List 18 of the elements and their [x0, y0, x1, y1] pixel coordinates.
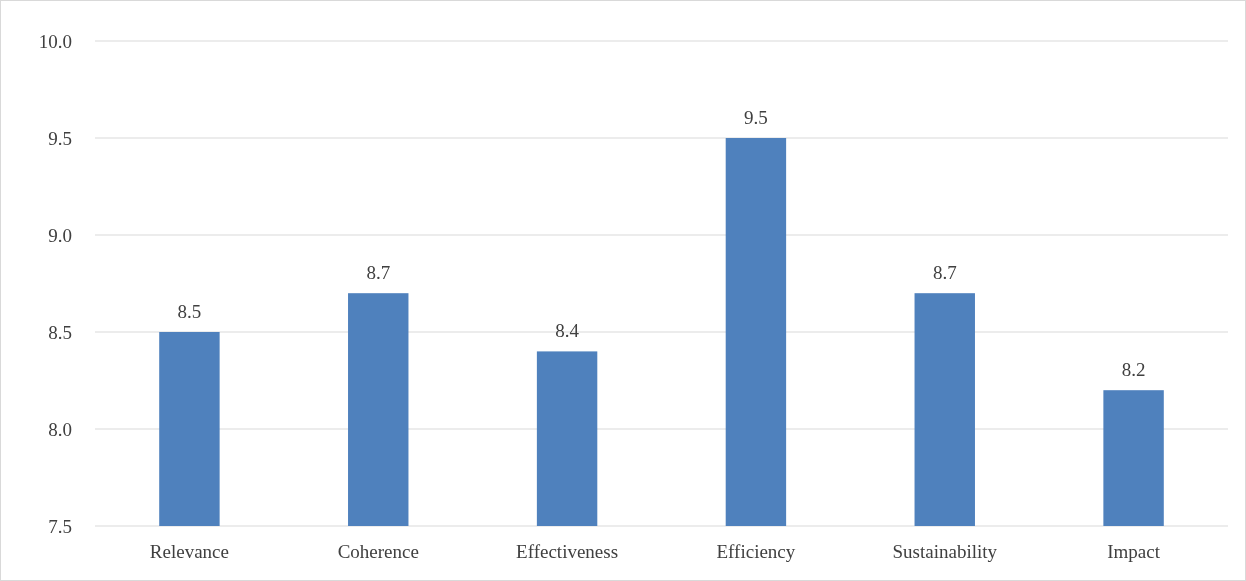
x-tick-label: Sustainability: [892, 541, 998, 562]
y-tick-label: 9.0: [48, 224, 72, 246]
y-tick-label: 8.0: [48, 418, 72, 440]
y-tick-label: 8.5: [48, 321, 72, 343]
data-label: 8.7: [366, 262, 391, 284]
data-label: 9.5: [744, 107, 768, 128]
y-tick-label: 7.5: [48, 515, 72, 537]
x-tick-label: Relevance: [149, 541, 229, 562]
y-tick-label: 9.5: [48, 127, 72, 149]
data-label: 8.4: [555, 320, 580, 342]
data-label: 8.2: [1121, 359, 1146, 381]
x-tick-label: Impact: [1107, 541, 1161, 562]
data-label: 8.5: [177, 301, 202, 322]
y-tick-label: 10.0: [38, 30, 72, 52]
x-tick-label: Effectiveness: [516, 541, 619, 562]
x-tick-label: Coherence: [337, 541, 419, 562]
x-tick-label: Efficiency: [716, 541, 796, 562]
data-label: 8.7: [932, 262, 957, 284]
